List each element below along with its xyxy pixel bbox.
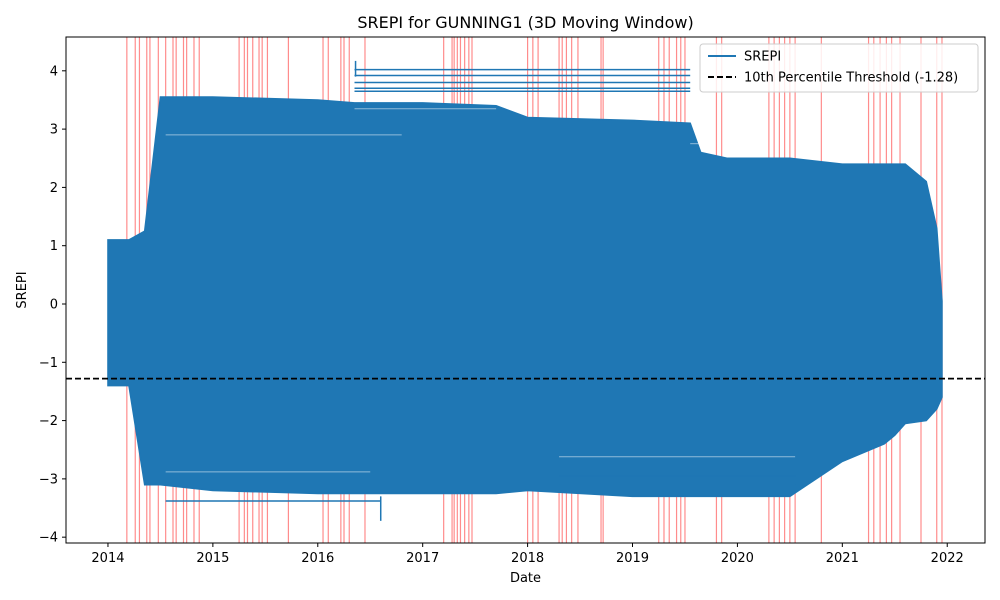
y-tick-label: −1 (39, 356, 58, 371)
legend-series-label: SREPI (744, 50, 781, 65)
y-tick-label: −4 (39, 531, 58, 546)
y-axis: −4 −3 −2 −1 0 1 2 3 4 (39, 64, 66, 546)
x-axis-label: Date (510, 571, 541, 586)
plot-frame (65, 36, 986, 544)
x-tick-label: 2020 (721, 551, 754, 566)
x-axis: 2014 2015 2016 2017 2018 2019 2020 2021 2022 (91, 543, 964, 566)
y-tick-label: 3 (50, 123, 58, 138)
y-tick-label: 2 (50, 181, 58, 196)
x-tick-label: 2017 (406, 551, 439, 566)
y-tick-label: 4 (50, 64, 58, 79)
y-tick-label: 0 (50, 297, 58, 312)
legend-box (699, 43, 979, 93)
x-tick-label: 2021 (826, 551, 859, 566)
chart-title: SREPI for GUNNING1 (3D Moving Window) (357, 13, 693, 32)
y-tick-label: 1 (50, 239, 58, 254)
x-tick-label: 2019 (616, 551, 649, 566)
x-tick-label: 2022 (931, 551, 964, 566)
legend-threshold-label: 10th Percentile Threshold (-1.28) (744, 71, 958, 86)
y-tick-label: −3 (39, 472, 58, 487)
x-tick-label: 2015 (196, 551, 229, 566)
x-tick-label: 2016 (301, 551, 334, 566)
x-tick-label: 2018 (511, 551, 544, 566)
series-srepi (107, 96, 943, 498)
series-layer (107, 60, 943, 521)
y-tick-label: −2 (39, 414, 58, 429)
x-tick-label: 2014 (91, 551, 124, 566)
legend: SREPI 10th Percentile Threshold (-1.28) (699, 43, 979, 93)
y-axis-label: SREPI (15, 271, 30, 308)
